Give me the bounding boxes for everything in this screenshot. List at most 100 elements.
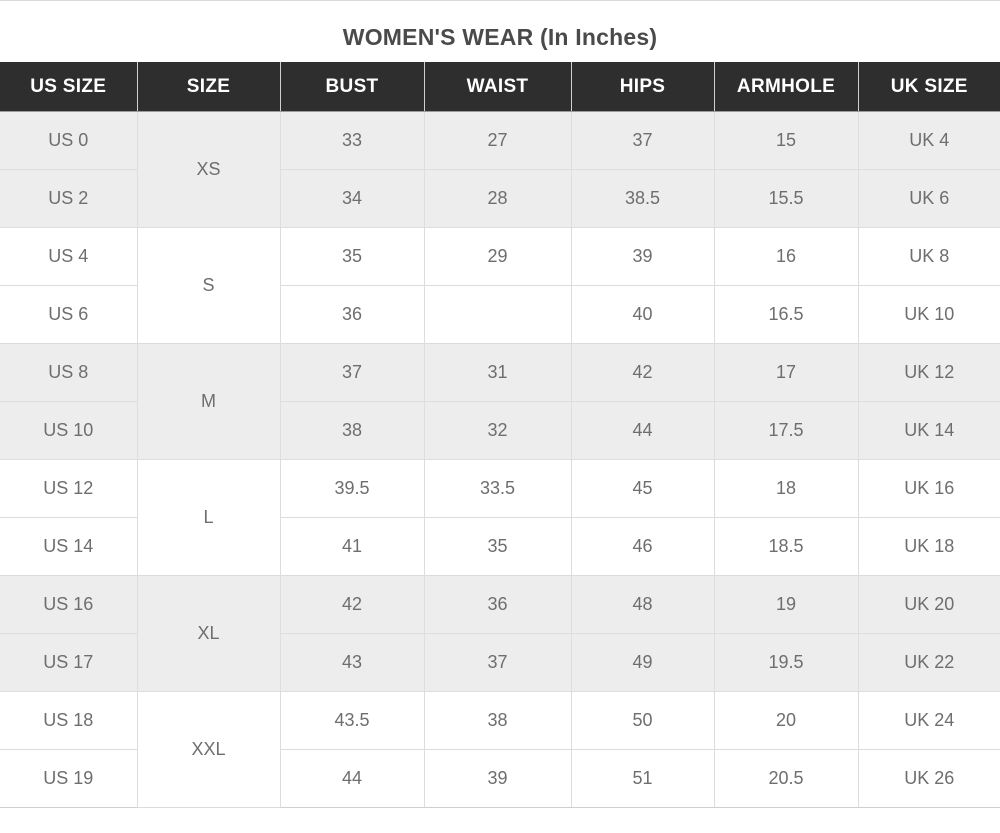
table-row-us0: US 0 XS 33 27 37 15 UK 4 xyxy=(0,111,1000,228)
cell-armhole: 18.5 xyxy=(713,517,859,576)
cell-hips: 46 xyxy=(570,517,715,576)
cell-us-size: US 18 xyxy=(0,691,138,750)
cell-armhole: 16 xyxy=(713,227,859,286)
table-row-us14: US 14 41 35 46 18.5 UK 18 xyxy=(0,517,1000,576)
cell-bust: 33 xyxy=(279,111,425,170)
column-header-armhole: ARMHOLE xyxy=(713,62,859,112)
cell-hips: 50 xyxy=(570,691,715,750)
table-row-us17: US 17 43 37 49 19.5 UK 22 xyxy=(0,633,1000,692)
cell-armhole: 17 xyxy=(713,343,859,402)
cell-uk-size: UK 24 xyxy=(857,691,1000,750)
cell-waist: 28 xyxy=(423,169,572,228)
cell-size-group-m: M xyxy=(136,343,281,460)
cell-hips: 48 xyxy=(570,575,715,634)
cell-waist: 31 xyxy=(423,343,572,402)
cell-us-size: US 0 xyxy=(0,111,138,170)
cell-bust: 36 xyxy=(279,285,425,344)
cell-uk-size: UK 26 xyxy=(857,749,1000,808)
cell-uk-size: UK 22 xyxy=(857,633,1000,692)
column-header-uk-size: UK SIZE xyxy=(857,62,1000,112)
cell-waist-empty xyxy=(423,285,572,344)
cell-hips: 49 xyxy=(570,633,715,692)
cell-hips: 38.5 xyxy=(570,169,715,228)
cell-uk-size: UK 6 xyxy=(857,169,1000,228)
table-row-us8: US 8 M 37 31 42 17 UK 12 xyxy=(0,343,1000,460)
cell-armhole: 20 xyxy=(713,691,859,750)
cell-us-size: US 12 xyxy=(0,459,138,518)
column-header-bust: BUST xyxy=(279,62,425,112)
cell-waist: 35 xyxy=(423,517,572,576)
cell-uk-size: UK 16 xyxy=(857,459,1000,518)
table-row-us4: US 4 S 35 29 39 16 UK 8 xyxy=(0,227,1000,344)
cell-size-group-xl: XL xyxy=(136,575,281,692)
cell-bust: 41 xyxy=(279,517,425,576)
top-border-line xyxy=(0,0,1000,3)
table-row-us19: US 19 44 39 51 20.5 UK 26 xyxy=(0,749,1000,808)
cell-us-size: US 6 xyxy=(0,285,138,344)
cell-hips: 45 xyxy=(570,459,715,518)
cell-bust: 43.5 xyxy=(279,691,425,750)
cell-bust: 37 xyxy=(279,343,425,402)
cell-uk-size: UK 12 xyxy=(857,343,1000,402)
cell-bust: 44 xyxy=(279,749,425,808)
table-row-us18: US 18 XXL 43.5 38 50 20 UK 24 xyxy=(0,691,1000,808)
cell-waist: 38 xyxy=(423,691,572,750)
cell-us-size: US 8 xyxy=(0,343,138,402)
cell-us-size: US 16 xyxy=(0,575,138,634)
cell-armhole: 19 xyxy=(713,575,859,634)
cell-armhole: 15.5 xyxy=(713,169,859,228)
cell-hips: 40 xyxy=(570,285,715,344)
cell-uk-size: UK 20 xyxy=(857,575,1000,634)
column-header-hips: HIPS xyxy=(570,62,715,112)
header-row: US SIZE SIZE BUST WAIST HIPS ARMHOLE UK … xyxy=(0,62,1000,112)
column-header-us-size: US SIZE xyxy=(0,62,138,112)
cell-bust: 34 xyxy=(279,169,425,228)
cell-bust: 35 xyxy=(279,227,425,286)
cell-size-group-xxl: XXL xyxy=(136,691,281,808)
cell-uk-size: UK 10 xyxy=(857,285,1000,344)
cell-waist: 32 xyxy=(423,401,572,460)
cell-armhole: 18 xyxy=(713,459,859,518)
cell-uk-size: UK 18 xyxy=(857,517,1000,576)
cell-us-size: US 14 xyxy=(0,517,138,576)
cell-waist: 36 xyxy=(423,575,572,634)
cell-bust: 43 xyxy=(279,633,425,692)
cell-bust: 42 xyxy=(279,575,425,634)
cell-armhole: 17.5 xyxy=(713,401,859,460)
cell-uk-size: UK 8 xyxy=(857,227,1000,286)
cell-hips: 51 xyxy=(570,749,715,808)
cell-us-size: US 2 xyxy=(0,169,138,228)
table-row-us16: US 16 XL 42 36 48 19 UK 20 xyxy=(0,575,1000,692)
cell-size-group-xs: XS xyxy=(136,111,281,228)
cell-waist: 33.5 xyxy=(423,459,572,518)
table-row-us10: US 10 38 32 44 17.5 UK 14 xyxy=(0,401,1000,460)
cell-waist: 29 xyxy=(423,227,572,286)
cell-hips: 42 xyxy=(570,343,715,402)
table-row-us6: US 6 36 40 16.5 UK 10 xyxy=(0,285,1000,344)
cell-armhole: 15 xyxy=(713,111,859,170)
cell-waist: 37 xyxy=(423,633,572,692)
cell-armhole: 16.5 xyxy=(713,285,859,344)
cell-uk-size: UK 14 xyxy=(857,401,1000,460)
cell-armhole: 19.5 xyxy=(713,633,859,692)
table-row-us2: US 2 34 28 38.5 15.5 UK 6 xyxy=(0,169,1000,228)
cell-waist: 39 xyxy=(423,749,572,808)
column-header-size: SIZE xyxy=(136,62,281,112)
cell-bust: 38 xyxy=(279,401,425,460)
cell-size-group-l: L xyxy=(136,459,281,576)
cell-hips: 39 xyxy=(570,227,715,286)
cell-size-group-s: S xyxy=(136,227,281,344)
cell-waist: 27 xyxy=(423,111,572,170)
cell-hips: 44 xyxy=(570,401,715,460)
chart-title: WOMEN'S WEAR (In Inches) xyxy=(342,24,658,50)
cell-us-size: US 4 xyxy=(0,227,138,286)
cell-uk-size: UK 4 xyxy=(857,111,1000,170)
cell-bust: 39.5 xyxy=(279,459,425,518)
cell-hips: 37 xyxy=(570,111,715,170)
cell-armhole: 20.5 xyxy=(713,749,859,808)
column-header-waist: WAIST xyxy=(423,62,572,112)
cell-us-size: US 19 xyxy=(0,749,138,808)
cell-us-size: US 10 xyxy=(0,401,138,460)
size-chart-table: US SIZE SIZE BUST WAIST HIPS ARMHOLE UK … xyxy=(0,62,1000,808)
